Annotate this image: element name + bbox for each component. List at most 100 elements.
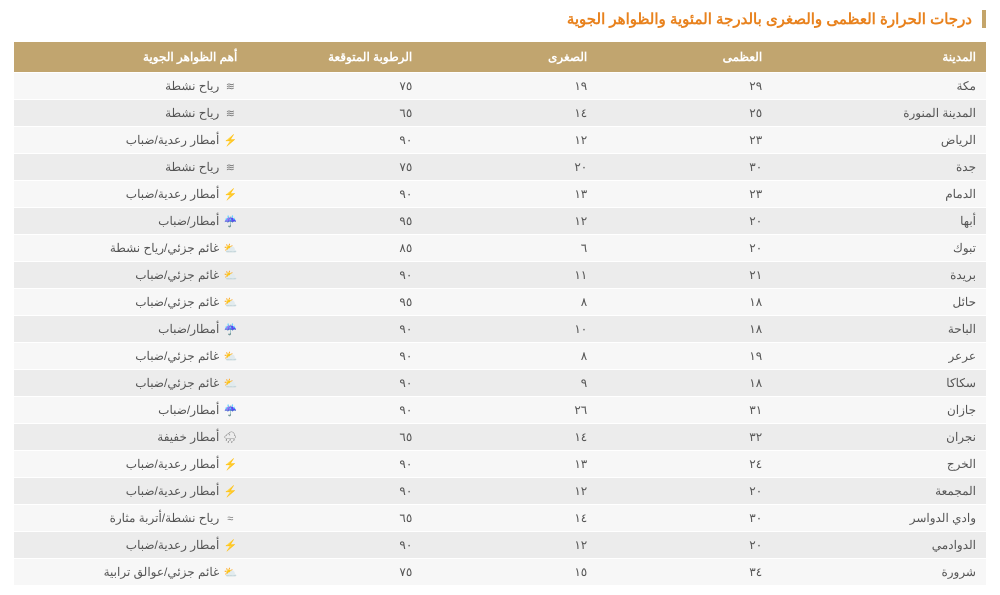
weather-text: غائم جزئي/عوالق ترابية: [104, 565, 220, 579]
cell-high: ١٨: [597, 370, 772, 397]
cell-humidity: ٩٠: [247, 451, 422, 478]
cell-weather: ☔أمطار/ضباب: [14, 316, 247, 343]
table-row: سكاكا١٨٩٩٠⛅غائم جزئي/ضباب: [14, 370, 986, 397]
cell-city: الدمام: [772, 181, 986, 208]
cell-weather: ≋رياح نشطة: [14, 154, 247, 181]
thunder-icon: ⚡: [223, 539, 237, 552]
cell-high: ٢٠: [597, 235, 772, 262]
cell-weather: ⚡أمطار رعدية/ضباب: [14, 478, 247, 505]
thunder-icon: ⚡: [223, 485, 237, 498]
cell-weather: ⛅غائم جزئي/ضباب: [14, 262, 247, 289]
cell-humidity: ٦٥: [247, 505, 422, 532]
cell-high: ٢٠: [597, 208, 772, 235]
col-header-city: المدينة: [772, 42, 986, 73]
cell-high: ٢٩: [597, 73, 772, 100]
weather-text: غائم جزئي/ضباب: [135, 295, 219, 309]
cell-city: بريدة: [772, 262, 986, 289]
cell-high: ١٨: [597, 289, 772, 316]
cell-city: نجران: [772, 424, 986, 451]
cell-low: ٢٦: [422, 397, 597, 424]
rain-icon: ☔: [223, 215, 237, 228]
cell-high: ٣٠: [597, 505, 772, 532]
table-row: الدمام٢٣١٣٩٠⚡أمطار رعدية/ضباب: [14, 181, 986, 208]
cell-weather: ⚡أمطار رعدية/ضباب: [14, 181, 247, 208]
cell-city: عرعر: [772, 343, 986, 370]
cell-city: الدوادمي: [772, 532, 986, 559]
table-row: الدوادمي٢٠١٢٩٠ ⚡أمطار رعدية/ضباب: [14, 532, 986, 559]
weather-text: غائم جزئي/ضباب: [135, 376, 219, 390]
cell-low: ١٢: [422, 532, 597, 559]
cell-humidity: ٩٠: [247, 127, 422, 154]
cell-low: ١٩: [422, 73, 597, 100]
col-header-humidity: الرطوبة المتوقعة: [247, 42, 422, 73]
cell-low: ١٤: [422, 100, 597, 127]
cell-humidity: ٩٠: [247, 532, 422, 559]
cell-high: ٢٤: [597, 451, 772, 478]
partcloud-icon: ⛅: [223, 242, 237, 255]
table-row: بريدة٢١١١٩٠⛅غائم جزئي/ضباب: [14, 262, 986, 289]
weather-text: رياح نشطة: [165, 106, 219, 120]
cell-low: ٨: [422, 343, 597, 370]
cell-low: ٨: [422, 289, 597, 316]
cell-low: ٢٠: [422, 154, 597, 181]
cell-humidity: ٦٥: [247, 424, 422, 451]
table-row: مكة٢٩١٩٧٥≋رياح نشطة: [14, 73, 986, 100]
cell-humidity: ٩٠: [247, 343, 422, 370]
table-header: المدينة العظمى الصغرى الرطوبة المتوقعة أ…: [14, 42, 986, 73]
cell-weather: ⚡أمطار رعدية/ضباب: [14, 127, 247, 154]
cell-low: ١٠: [422, 316, 597, 343]
cell-city: الباحة: [772, 316, 986, 343]
cell-high: ٢٠: [597, 532, 772, 559]
cell-low: ١٥: [422, 559, 597, 586]
cell-city: المجمعة: [772, 478, 986, 505]
table-body: مكة٢٩١٩٧٥≋رياح نشطةالمدينة المنورة٢٥١٤٦٥…: [14, 73, 986, 586]
cell-weather: ⛅غائم جزئي/ضباب: [14, 289, 247, 316]
partcloud-icon: ⛅: [223, 566, 237, 579]
cell-low: ٦: [422, 235, 597, 262]
wind-icon: ≋: [223, 107, 237, 120]
cell-humidity: ٩٥: [247, 208, 422, 235]
table-row: أبها٢٠١٢٩٥☔أمطار/ضباب: [14, 208, 986, 235]
cell-city: وادي الدواسر: [772, 505, 986, 532]
cell-city: شرورة: [772, 559, 986, 586]
cell-weather: 🌧أمطار خفيفة: [14, 424, 247, 451]
cell-humidity: ٧٥: [247, 559, 422, 586]
thunder-icon: ⚡: [223, 188, 237, 201]
cell-humidity: ٩٠: [247, 397, 422, 424]
cell-weather: ⛅غائم جزئي/ضباب: [14, 370, 247, 397]
cell-weather: ⛅غائم جزئي/رياح نشطة: [14, 235, 247, 262]
table-row: وادي الدواسر٣٠١٤٦٥≈رياح نشطة/أتربة مثارة: [14, 505, 986, 532]
table-row: نجران٣٢١٤٦٥🌧أمطار خفيفة: [14, 424, 986, 451]
cell-city: سكاكا: [772, 370, 986, 397]
cell-high: ٣١: [597, 397, 772, 424]
weather-text: غائم جزئي/ضباب: [135, 268, 219, 282]
cell-low: ١٤: [422, 505, 597, 532]
cell-city: الخرج: [772, 451, 986, 478]
cell-humidity: ٩٠: [247, 478, 422, 505]
weather-text: رياح نشطة: [165, 160, 219, 174]
cell-low: ١١: [422, 262, 597, 289]
table-row: المجمعة٢٠١٢٩٠⚡أمطار رعدية/ضباب: [14, 478, 986, 505]
cell-high: ٢١: [597, 262, 772, 289]
cell-high: ٣٠: [597, 154, 772, 181]
cell-humidity: ٨٥: [247, 235, 422, 262]
wind-icon: ≋: [223, 80, 237, 93]
cell-humidity: ٩٠: [247, 181, 422, 208]
table-row: جازان٣١٢٦٩٠☔أمطار/ضباب: [14, 397, 986, 424]
weather-text: غائم جزئي/ضباب: [135, 349, 219, 363]
weather-text: أمطار رعدية/ضباب: [126, 538, 220, 552]
table-row: حائل١٨٨٩٥⛅غائم جزئي/ضباب: [14, 289, 986, 316]
weather-text: أمطار خفيفة: [157, 430, 219, 444]
cell-high: ٣٢: [597, 424, 772, 451]
cell-city: جازان: [772, 397, 986, 424]
cell-low: ٩: [422, 370, 597, 397]
rain-icon: ☔: [223, 323, 237, 336]
weather-text: غائم جزئي/رياح نشطة: [110, 241, 220, 255]
cell-high: ١٨: [597, 316, 772, 343]
page-title: درجات الحرارة العظمى والصغرى بالدرجة الم…: [567, 11, 972, 28]
cell-humidity: ٩٠: [247, 262, 422, 289]
table-row: الرياض٢٣١٢٩٠⚡أمطار رعدية/ضباب: [14, 127, 986, 154]
cell-weather: ≈رياح نشطة/أتربة مثارة: [14, 505, 247, 532]
cell-high: ٣٤: [597, 559, 772, 586]
col-header-weather: أهم الظواهر الجوية: [14, 42, 247, 73]
